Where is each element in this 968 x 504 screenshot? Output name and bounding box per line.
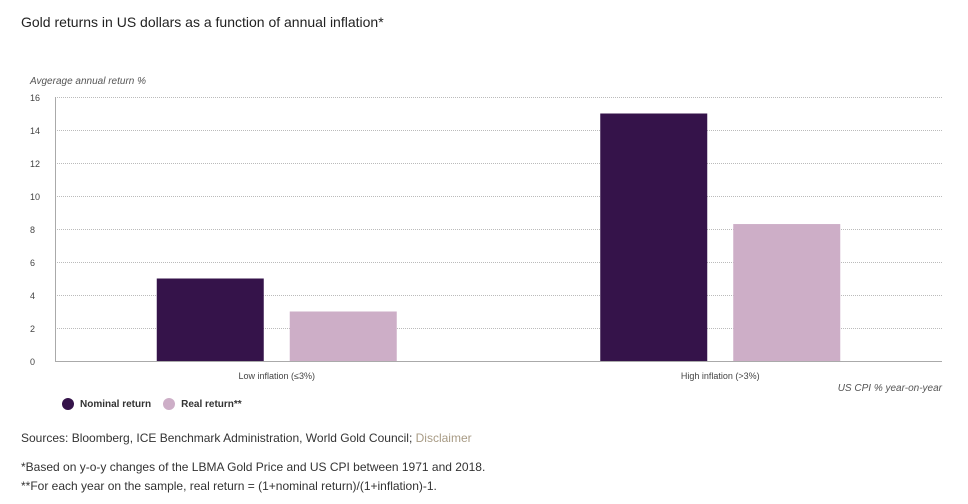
chart-title: Gold returns in US dollars as a function… bbox=[21, 14, 384, 30]
footnote-1: *Based on y-o-y changes of the LBMA Gold… bbox=[21, 460, 486, 474]
y-tick-label: 6 bbox=[30, 258, 35, 268]
y-tick-label: 0 bbox=[30, 357, 35, 367]
x-axis-label: US CPI % year-on-year bbox=[837, 383, 942, 394]
y-tick-label: 14 bbox=[30, 126, 40, 136]
y-tick-label: 16 bbox=[30, 93, 40, 103]
legend-item-nominal[interactable]: Nominal return bbox=[62, 398, 151, 410]
bar-chart: 0 2 4 6 8 10 12 14 16 Low inflation (≤3%) High inf… bbox=[30, 93, 942, 381]
disclaimer-link[interactable]: Disclaimer bbox=[415, 431, 472, 445]
y-tick-label: 12 bbox=[30, 159, 40, 169]
y-tick-label: 4 bbox=[30, 291, 35, 301]
bar-nominal bbox=[600, 113, 708, 361]
nominal-dot-icon bbox=[62, 398, 74, 410]
y-tick-label: 10 bbox=[30, 192, 40, 202]
bar-real bbox=[289, 311, 397, 361]
bar-real bbox=[733, 224, 841, 361]
sources: Sources: Bloomberg, ICE Benchmark Admini… bbox=[21, 431, 472, 445]
legend: Nominal return Real return** bbox=[62, 398, 254, 410]
real-dot-icon bbox=[163, 398, 176, 410]
bar-nominal bbox=[156, 278, 264, 361]
y-tick-label: 8 bbox=[30, 225, 35, 235]
sources-text: Sources: Bloomberg, ICE Benchmark Admini… bbox=[21, 431, 416, 445]
legend-item-real[interactable]: Real return** bbox=[163, 398, 242, 410]
x-tick-label: Low inflation (≤3%) bbox=[239, 371, 315, 381]
y-tick-label: 2 bbox=[30, 324, 35, 334]
x-tick-label: High inflation (>3%) bbox=[681, 371, 760, 381]
legend-label: Nominal return bbox=[80, 398, 152, 410]
footnote-2: **For each year on the sample, real retu… bbox=[21, 479, 437, 493]
y-axis-label: Avgerage annual return % bbox=[30, 76, 147, 87]
legend-label: Real return** bbox=[181, 398, 242, 410]
